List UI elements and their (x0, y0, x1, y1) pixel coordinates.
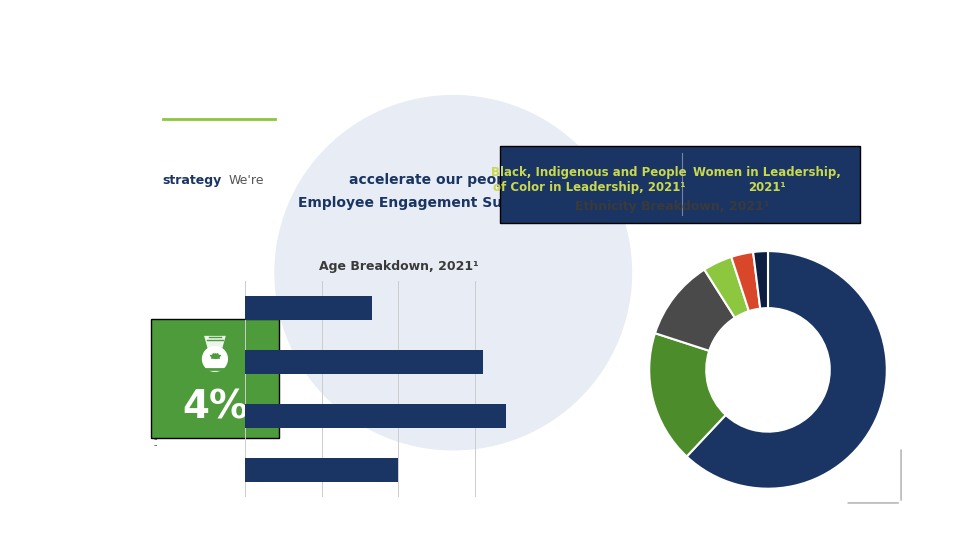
Bar (245, 457, 398, 482)
Title: Age Breakdown, 2021¹: Age Breakdown, 2021¹ (319, 260, 478, 273)
Wedge shape (686, 251, 887, 489)
Circle shape (275, 96, 632, 450)
Text: Black, Indigenous and People
of Color in Leadership, 2021¹: Black, Indigenous and People of Color in… (492, 166, 686, 194)
Text: -: - (154, 440, 156, 450)
FancyBboxPatch shape (500, 146, 860, 222)
Text: Women in Leadership,
2021¹: Women in Leadership, 2021¹ (693, 166, 841, 194)
FancyBboxPatch shape (151, 319, 278, 438)
Wedge shape (655, 269, 735, 351)
Wedge shape (705, 257, 749, 318)
Wedge shape (649, 333, 726, 456)
Text: -: - (154, 434, 156, 444)
Bar (245, 403, 506, 428)
Bar (245, 295, 372, 320)
Bar (245, 350, 483, 374)
Text: accelerate our people: accelerate our people (348, 173, 520, 187)
Text: 4%: 4% (182, 388, 248, 427)
Text: Ethnicity Breakdown, 2021¹: Ethnicity Breakdown, 2021¹ (575, 200, 769, 213)
Text: Employee Engagement Survey: Employee Engagement Survey (299, 196, 537, 210)
Text: We're: We're (228, 174, 264, 187)
Polygon shape (204, 336, 226, 350)
Text: strategy: strategy (162, 174, 222, 187)
Circle shape (203, 347, 228, 372)
Wedge shape (732, 252, 760, 311)
Wedge shape (753, 251, 768, 309)
